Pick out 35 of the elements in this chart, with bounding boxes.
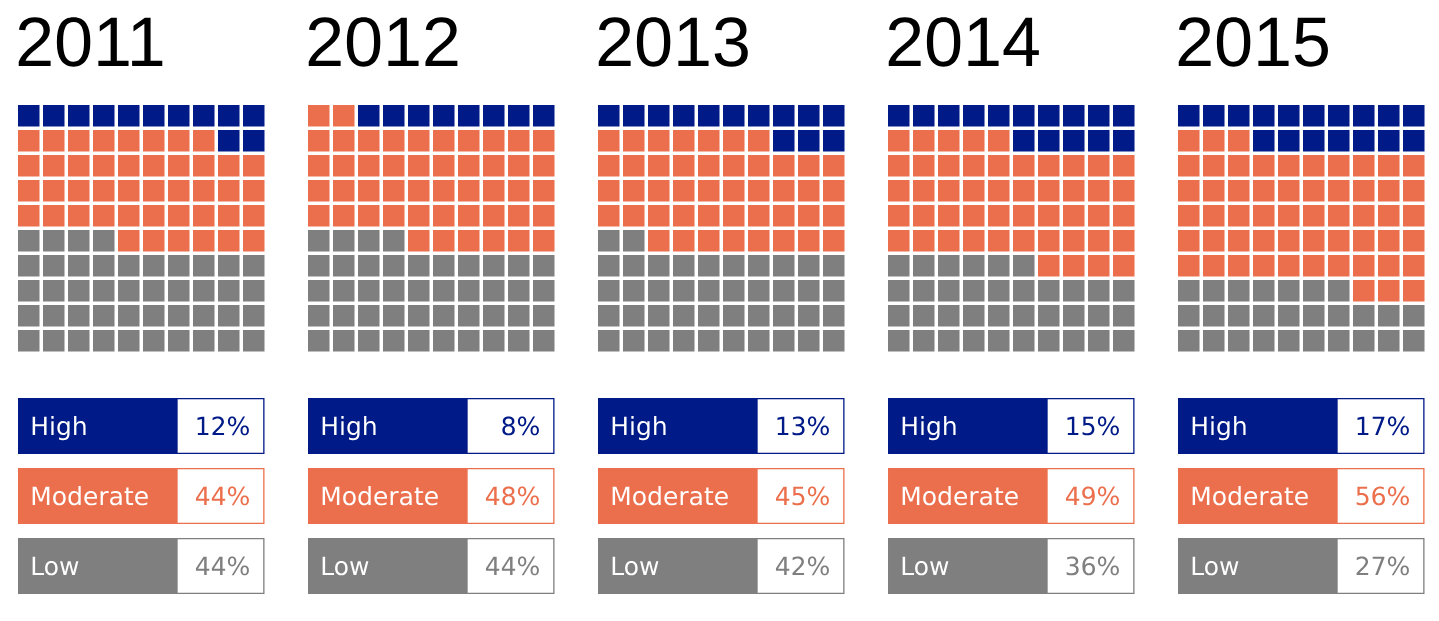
category-label: Low: [32, 556, 79, 576]
data-label: 44%: [485, 556, 539, 576]
category-label: High: [612, 416, 666, 441]
category-label: Low: [612, 556, 659, 576]
data-label: 56%: [1356, 486, 1409, 506]
category-label: Moderate: [322, 486, 438, 506]
text: 2012: [308, 17, 458, 67]
data-label: 15%: [1067, 416, 1119, 436]
category-label: Low: [902, 556, 949, 576]
category-label: Low: [1192, 556, 1239, 576]
data-label: 48%: [485, 486, 539, 506]
category-label: High: [32, 416, 86, 441]
data-label: 45%: [775, 486, 829, 506]
data-label: 17%: [1357, 416, 1409, 436]
text: 2014: [888, 17, 1039, 67]
text: 2015: [1178, 17, 1328, 67]
data-label: 12%: [197, 416, 249, 436]
category-label: Moderate: [1192, 486, 1308, 506]
data-label: 36%: [1066, 556, 1119, 576]
data-label: 13%: [777, 416, 829, 436]
data-label: 49%: [1065, 486, 1119, 506]
data-label: 8%: [502, 416, 539, 436]
category-label: High: [902, 416, 956, 441]
category-label: High: [1192, 416, 1246, 441]
text: 2011: [18, 17, 163, 67]
data-label: 44%: [195, 486, 249, 506]
text: 2013: [598, 17, 748, 67]
category-label: Low: [322, 556, 369, 576]
category-label: Moderate: [902, 486, 1018, 506]
category-label: Moderate: [612, 486, 728, 506]
category-label: High: [322, 416, 376, 441]
data-label: 42%: [775, 556, 829, 576]
category-label: Moderate: [32, 486, 148, 506]
data-label: 27%: [1356, 556, 1409, 576]
data-label: 44%: [195, 556, 249, 576]
